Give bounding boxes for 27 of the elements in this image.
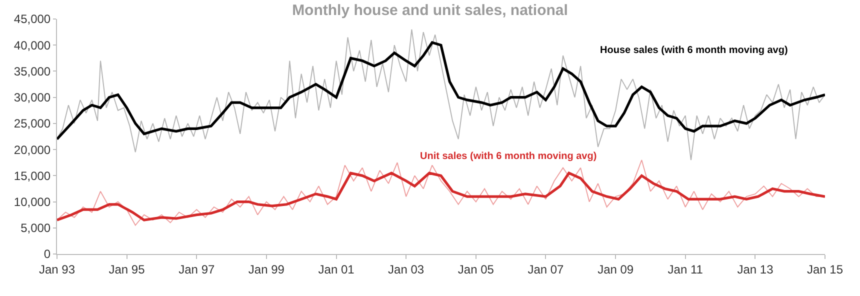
x-tick-label: Jan 95	[108, 262, 146, 276]
x-tick-label: Jan 01	[318, 262, 355, 276]
series-label: Unit sales (with 6 month moving avg)	[420, 151, 597, 162]
y-tick-label: 40,000	[14, 38, 51, 52]
y-tick-label: 5,000	[20, 221, 51, 236]
chart-title: Monthly house and unit sales, national	[292, 2, 568, 19]
x-tick-label: Jan 93	[38, 262, 76, 276]
y-tick-label: 35,000	[14, 64, 51, 78]
x-tick-label: Jan 15	[806, 262, 844, 276]
y-tick-label: 15,000	[14, 168, 51, 183]
x-tick-label: Jan 09	[598, 262, 634, 276]
x-tick-label: Jan 13	[737, 262, 774, 276]
x-tick-label: Jan 99	[248, 262, 285, 276]
y-tick-label: 30,000	[14, 90, 51, 105]
x-tick-label: Jan 03	[388, 262, 424, 276]
text: House sales (with 6 month moving avg)	[600, 45, 788, 56]
x-tick-label: Jan 97	[178, 262, 215, 276]
x-tick-label: Jan 05	[458, 262, 494, 276]
y-tick-label: 0	[44, 247, 51, 262]
line-series	[57, 41, 825, 140]
y-tick-label: 45,000	[14, 12, 51, 26]
y-tick-label: 25,000	[14, 116, 51, 131]
x-tick-label: Jan 11	[668, 262, 704, 276]
x-tick-label: Jan 07	[528, 262, 564, 276]
line-series	[57, 172, 825, 222]
y-tick-label: 10,000	[14, 194, 51, 209]
y-tick-label: 20,000	[14, 142, 51, 157]
